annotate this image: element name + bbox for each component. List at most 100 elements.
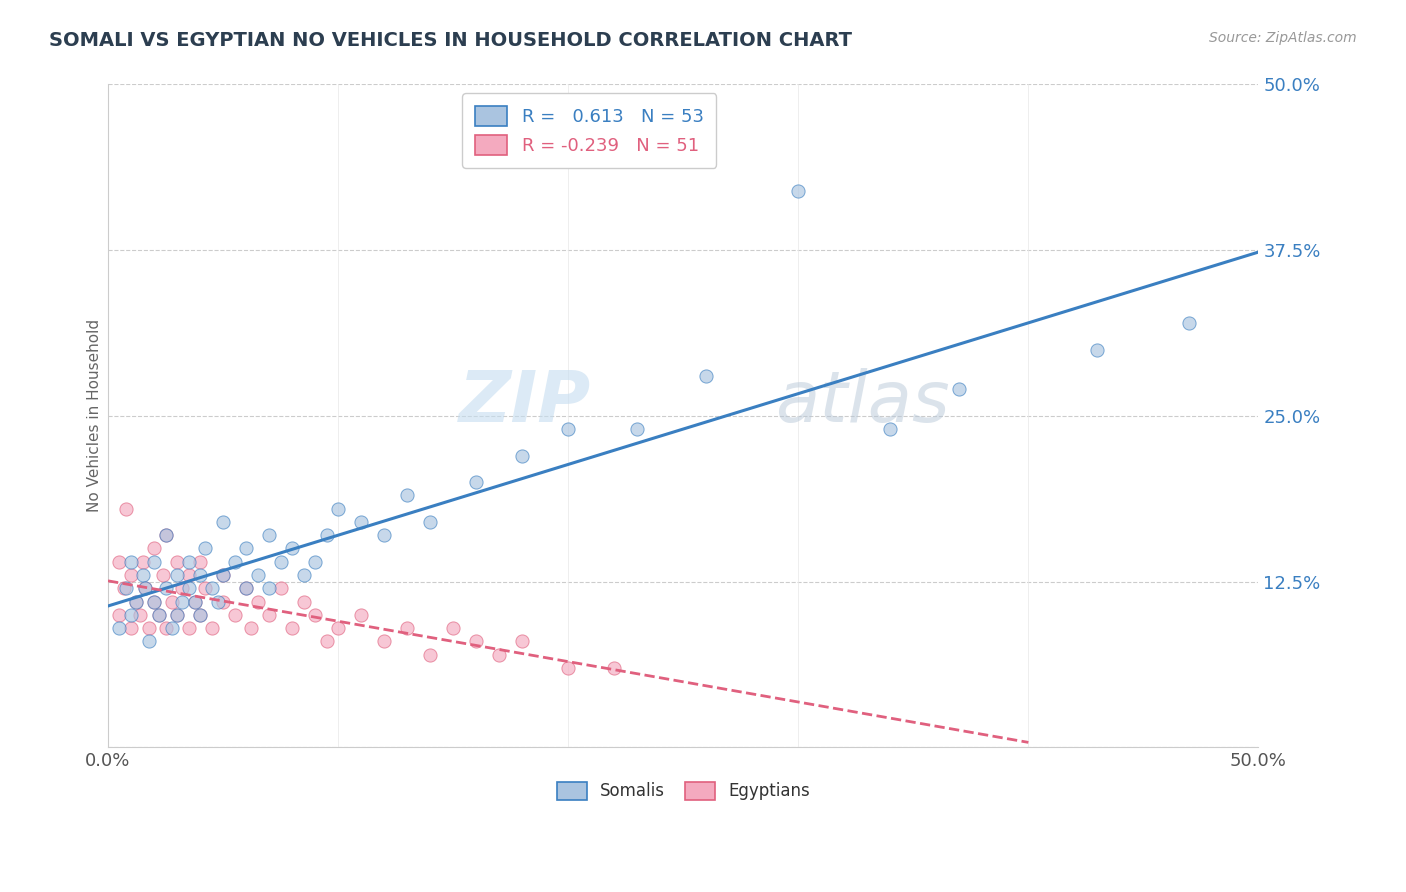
Point	[557, 422, 579, 436]
Point	[155, 581, 177, 595]
Point	[162, 621, 184, 635]
Point	[143, 594, 166, 608]
Point	[170, 581, 193, 595]
Point	[138, 634, 160, 648]
Point	[115, 501, 138, 516]
Point	[177, 568, 200, 582]
Point	[155, 528, 177, 542]
Point	[1087, 343, 1109, 357]
Legend: Somalis, Egyptians: Somalis, Egyptians	[546, 770, 821, 812]
Point	[350, 515, 373, 529]
Point	[239, 621, 262, 635]
Point	[143, 594, 166, 608]
Point	[948, 383, 970, 397]
Point	[292, 568, 315, 582]
Point	[194, 581, 217, 595]
Point	[304, 607, 326, 622]
Point	[170, 594, 193, 608]
Point	[108, 555, 131, 569]
Point	[510, 449, 533, 463]
Point	[184, 594, 207, 608]
Point	[155, 621, 177, 635]
Point	[131, 555, 153, 569]
Point	[465, 634, 488, 648]
Point	[177, 581, 200, 595]
Point	[194, 541, 217, 556]
Point	[510, 634, 533, 648]
Point	[373, 528, 395, 542]
Point	[246, 568, 269, 582]
Y-axis label: No Vehicles in Household: No Vehicles in Household	[87, 319, 101, 512]
Point	[207, 594, 229, 608]
Point	[212, 568, 235, 582]
Point	[188, 555, 211, 569]
Point	[281, 621, 304, 635]
Point	[131, 568, 153, 582]
Point	[224, 555, 246, 569]
Point	[120, 568, 142, 582]
Point	[177, 555, 200, 569]
Point	[155, 528, 177, 542]
Text: atlas: atlas	[775, 368, 950, 437]
Point	[488, 648, 510, 662]
Point	[200, 581, 222, 595]
Point	[281, 541, 304, 556]
Point	[270, 581, 292, 595]
Text: SOMALI VS EGYPTIAN NO VEHICLES IN HOUSEHOLD CORRELATION CHART: SOMALI VS EGYPTIAN NO VEHICLES IN HOUSEH…	[49, 31, 852, 50]
Point	[112, 581, 135, 595]
Text: ZIP: ZIP	[458, 368, 591, 437]
Point	[124, 594, 146, 608]
Point	[315, 528, 337, 542]
Point	[603, 661, 626, 675]
Point	[326, 501, 349, 516]
Point	[396, 488, 419, 502]
Point	[212, 594, 235, 608]
Point	[235, 541, 257, 556]
Point	[108, 621, 131, 635]
Point	[1178, 316, 1201, 330]
Point	[138, 621, 160, 635]
Point	[212, 515, 235, 529]
Point	[143, 541, 166, 556]
Point	[787, 184, 810, 198]
Point	[143, 555, 166, 569]
Point	[108, 607, 131, 622]
Point	[373, 634, 395, 648]
Point	[235, 581, 257, 595]
Point	[188, 568, 211, 582]
Point	[304, 555, 326, 569]
Point	[120, 607, 142, 622]
Text: Source: ZipAtlas.com: Source: ZipAtlas.com	[1209, 31, 1357, 45]
Point	[350, 607, 373, 622]
Point	[148, 607, 170, 622]
Point	[166, 568, 188, 582]
Point	[326, 621, 349, 635]
Point	[695, 369, 717, 384]
Point	[626, 422, 648, 436]
Point	[162, 594, 184, 608]
Point	[129, 607, 152, 622]
Point	[152, 568, 174, 582]
Point	[166, 607, 188, 622]
Point	[120, 555, 142, 569]
Point	[419, 515, 441, 529]
Point	[166, 607, 188, 622]
Point	[315, 634, 337, 648]
Point	[224, 607, 246, 622]
Point	[257, 528, 280, 542]
Point	[441, 621, 464, 635]
Point	[134, 581, 156, 595]
Point	[557, 661, 579, 675]
Point	[184, 594, 207, 608]
Point	[120, 621, 142, 635]
Point	[115, 581, 138, 595]
Point	[419, 648, 441, 662]
Point	[188, 607, 211, 622]
Point	[148, 607, 170, 622]
Point	[134, 581, 156, 595]
Point	[188, 607, 211, 622]
Point	[292, 594, 315, 608]
Point	[465, 475, 488, 490]
Point	[257, 581, 280, 595]
Point	[235, 581, 257, 595]
